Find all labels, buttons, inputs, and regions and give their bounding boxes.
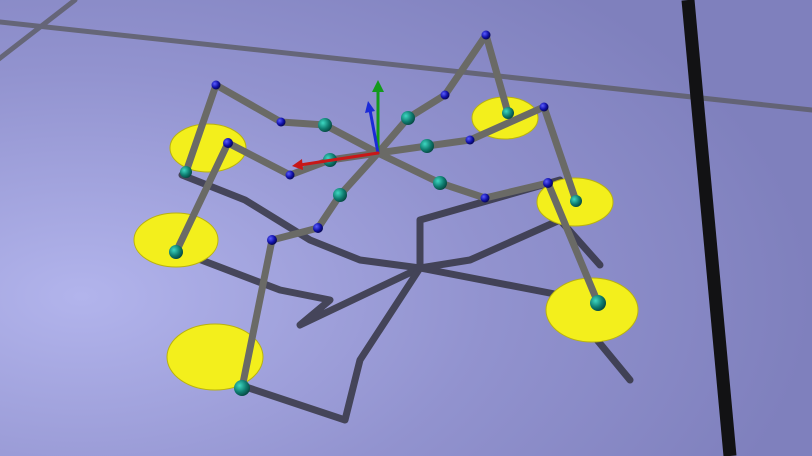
foot-markers xyxy=(133,96,639,391)
axis-z xyxy=(368,108,380,155)
joint-hip xyxy=(285,170,295,180)
joint-hip xyxy=(440,90,450,100)
joint-knee xyxy=(420,139,434,153)
joint-foot xyxy=(502,107,514,119)
hip-joints xyxy=(211,30,553,245)
joint-hip xyxy=(313,223,323,233)
joint-hip xyxy=(481,30,491,40)
black-pole xyxy=(681,0,737,456)
axes-gizmo xyxy=(292,80,384,170)
joint-hip xyxy=(539,102,549,112)
joint-hip xyxy=(543,178,553,188)
joint-knee xyxy=(433,176,447,190)
foot-marker xyxy=(166,323,264,391)
ground-grid xyxy=(0,0,812,113)
joint-hip xyxy=(223,138,233,148)
joint-foot xyxy=(570,195,582,207)
axis-x-arrow-icon xyxy=(292,159,303,170)
foot-marker xyxy=(545,277,639,343)
foot-marker xyxy=(133,212,219,268)
grid-line xyxy=(0,0,78,62)
joint-hip xyxy=(480,193,490,203)
joint-hip xyxy=(465,135,475,145)
joint-knee xyxy=(401,111,415,125)
joint-hip xyxy=(267,235,277,245)
joint-foot xyxy=(590,295,606,311)
axis-y-arrow-icon xyxy=(372,80,384,92)
grid-line xyxy=(0,19,812,113)
joint-knee xyxy=(318,118,332,132)
joint-foot xyxy=(234,380,250,396)
joint-hip xyxy=(276,117,286,127)
joint-foot xyxy=(180,166,192,178)
joint-hip xyxy=(211,80,221,90)
joint-foot xyxy=(169,245,183,259)
axis-z-arrow-icon xyxy=(365,101,375,113)
joint-knee xyxy=(333,188,347,202)
axis-x xyxy=(298,151,380,167)
